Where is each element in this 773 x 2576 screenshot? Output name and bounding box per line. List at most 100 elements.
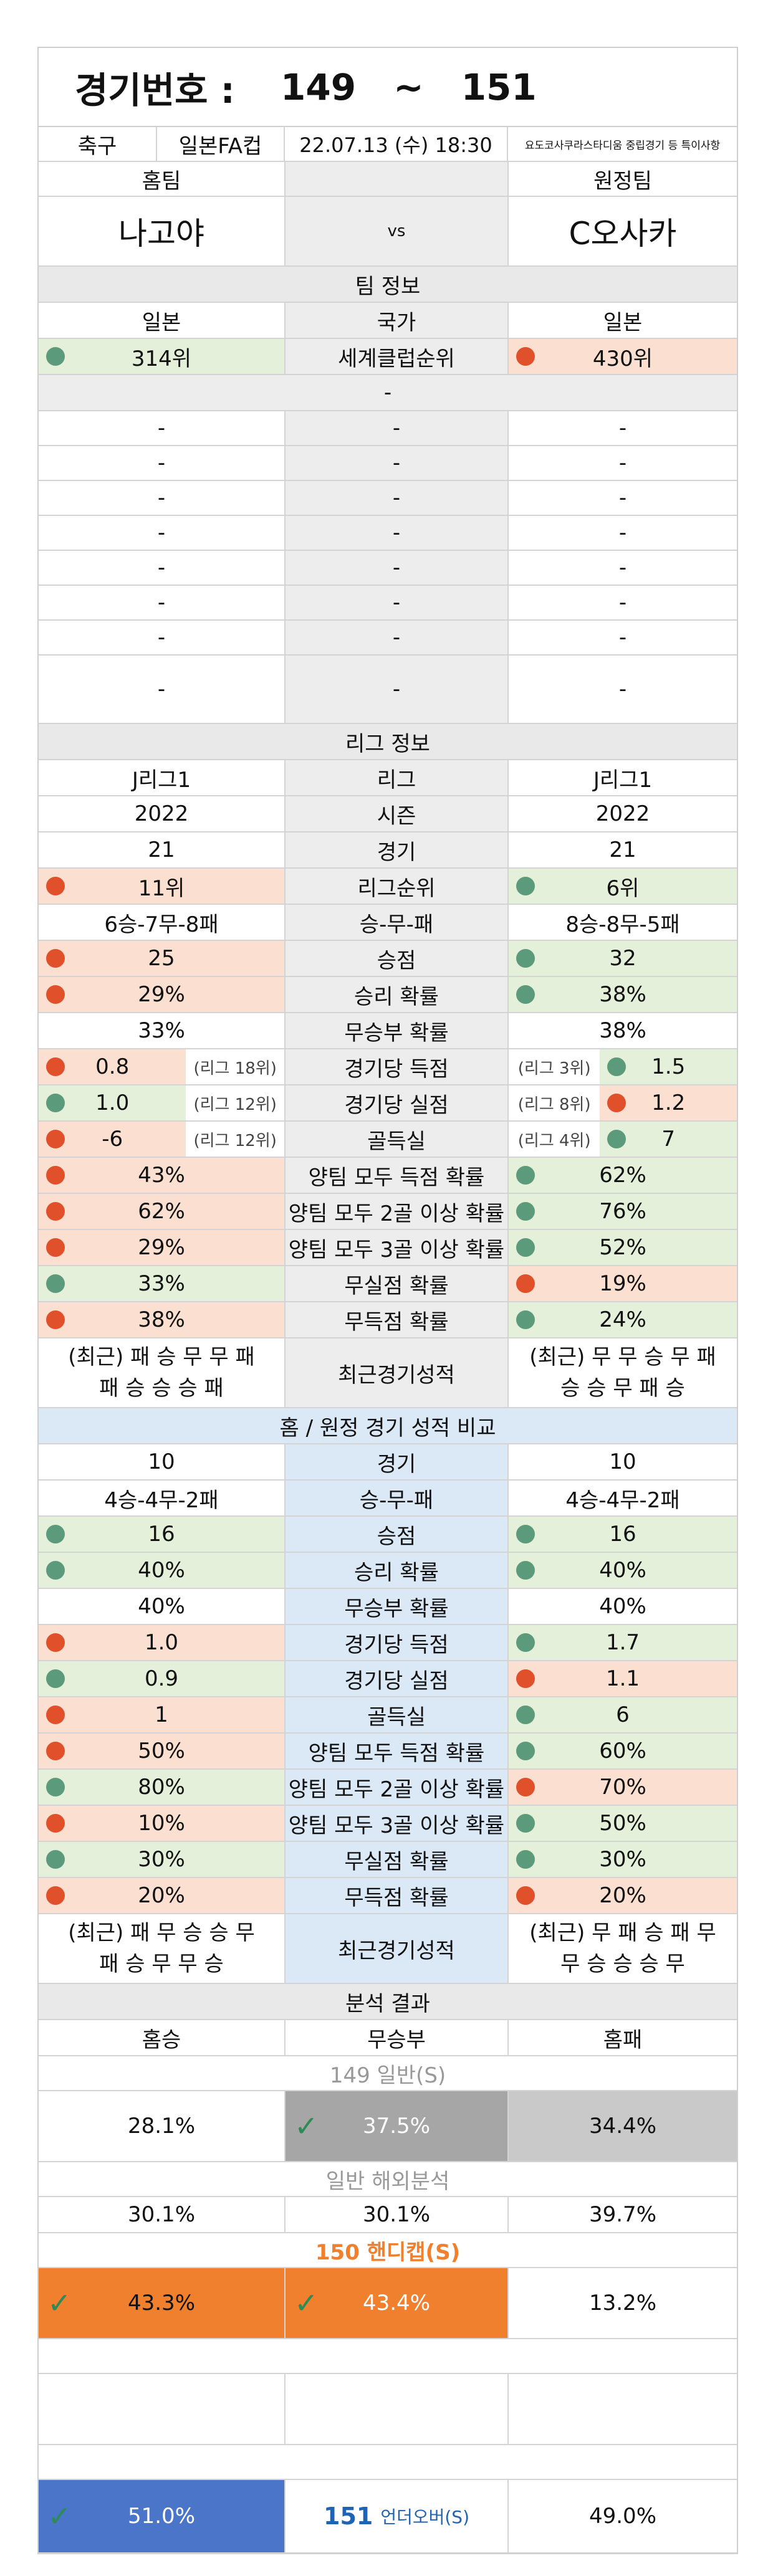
team-names-row: 나고야 vs C오사카 bbox=[39, 197, 737, 267]
away-league-value: 21 bbox=[509, 832, 737, 867]
home-value-text: 16 bbox=[148, 1522, 175, 1547]
league-row: 0.8 (리그 18위) 경기당 득점 (리그 3위) 1.5 bbox=[39, 1049, 737, 1085]
home-value-text: 62% bbox=[138, 1199, 185, 1224]
home-compare-value: 0.9 bbox=[39, 1661, 286, 1696]
world-rank-label: 세계클럽순위 bbox=[286, 339, 509, 374]
team-info-dash-row: --- bbox=[39, 446, 737, 481]
away-compare-value: 20% bbox=[509, 1878, 737, 1913]
compare-row: 20% 무득점 확률 20% bbox=[39, 1878, 737, 1914]
check-icon: ✓ bbox=[294, 2286, 319, 2320]
negative-indicator-icon bbox=[516, 1274, 535, 1293]
home-value-text: 25 bbox=[148, 946, 175, 971]
negative-indicator-icon bbox=[46, 1166, 65, 1185]
compare-stat-label: 무실점 확률 bbox=[286, 1842, 509, 1877]
compare-stat-label: 경기 bbox=[286, 1444, 509, 1479]
negative-indicator-icon bbox=[46, 1814, 65, 1833]
dash-cell-home: - bbox=[39, 446, 286, 480]
positive-indicator-icon bbox=[607, 1130, 627, 1148]
away-value-text: 52% bbox=[599, 1235, 646, 1260]
away-value: 7 bbox=[600, 1122, 737, 1157]
home-value-text: 0.9 bbox=[144, 1666, 179, 1691]
away-value-text: 19% bbox=[599, 1271, 646, 1296]
positive-indicator-icon bbox=[516, 1814, 535, 1833]
match-number-tilde: ~ bbox=[393, 65, 424, 108]
team-info-dash-row: --- bbox=[39, 481, 737, 516]
home-compare-value: 40% bbox=[39, 1589, 286, 1624]
compare-title: 홈 / 원정 경기 성적 비교 bbox=[39, 1408, 737, 1444]
home-league-rank-note: (리그 12위) bbox=[193, 1131, 277, 1150]
recent-form-label: 최근경기성적 bbox=[286, 1338, 509, 1407]
dash-cell-away: - bbox=[618, 451, 627, 475]
home-compare-value: 10 bbox=[39, 1444, 286, 1479]
positive-indicator-icon bbox=[46, 1274, 65, 1293]
league-stat-label: 경기 bbox=[286, 832, 509, 867]
league-row: -6 (리그 12위) 골득실 (리그 4위) 7 bbox=[39, 1122, 737, 1158]
match-number-header: 경기번호 : 149 ~ 151 bbox=[39, 48, 737, 127]
under-over-row: ✓ 51.0% 151 언더오버(S) 49.0% bbox=[39, 2480, 737, 2554]
dash-cell-home: - bbox=[39, 586, 286, 619]
negative-indicator-icon bbox=[607, 1094, 627, 1112]
compare-row: 40% 승리 확률 40% bbox=[39, 1553, 737, 1589]
home-league-value: 29% bbox=[39, 977, 286, 1012]
overseas-home: 30.1% bbox=[39, 2197, 286, 2232]
overseas-draw: 30.1% bbox=[286, 2197, 509, 2232]
compare-row: 50% 양팀 모두 득점 확률 60% bbox=[39, 1734, 737, 1770]
country-row: 일본 국가 일본 bbox=[39, 303, 737, 339]
away-value-text: 6 bbox=[616, 1702, 630, 1727]
league-stat-label: 승점 bbox=[286, 941, 509, 976]
home-compare-value: 20% bbox=[39, 1878, 286, 1913]
compare-row: 10 경기 10 bbox=[39, 1444, 737, 1481]
away-value-text: 6위 bbox=[606, 875, 640, 901]
vs-spacer bbox=[286, 162, 509, 196]
home-value-text: 20% bbox=[138, 1883, 185, 1908]
league-row: 29% 양팀 모두 3골 이상 확률 52% bbox=[39, 1230, 737, 1266]
dash-cell-away: - bbox=[618, 416, 627, 441]
negative-indicator-icon bbox=[46, 1202, 65, 1221]
away-compare-value: 40% bbox=[509, 1589, 737, 1624]
league-stat-label: 무득점 확률 bbox=[286, 1302, 509, 1337]
positive-indicator-icon bbox=[516, 1310, 535, 1329]
league-row: 38% 무득점 확률 24% bbox=[39, 1302, 737, 1338]
league-row: J리그1 리그 J리그1 bbox=[39, 760, 737, 796]
dash-cell-label: - bbox=[286, 446, 509, 480]
compare-row: 1 골득실 6 bbox=[39, 1697, 737, 1734]
compare-row: 4승-4무-2패 승-무-패 4승-4무-2패 bbox=[39, 1481, 737, 1517]
home-value-text: J리그1 bbox=[132, 767, 191, 793]
compare-stat-label: 무득점 확률 bbox=[286, 1878, 509, 1913]
league-stat-label: 양팀 모두 득점 확률 bbox=[286, 1158, 509, 1193]
league-stat-label: 무실점 확률 bbox=[286, 1266, 509, 1301]
negative-indicator-icon bbox=[46, 1633, 65, 1652]
dash-cell-away: - bbox=[618, 625, 627, 650]
home-value-text: 43% bbox=[138, 1163, 185, 1188]
away-compare-value: 1.7 bbox=[509, 1625, 737, 1660]
away-league-value: 24% bbox=[509, 1302, 737, 1337]
home-compare-value: 50% bbox=[39, 1734, 286, 1768]
handicap-away: 13.2% bbox=[588, 2291, 656, 2316]
away-value-text: 38% bbox=[599, 1018, 646, 1043]
match-number-from: 149 bbox=[281, 65, 357, 108]
col-draw: 무승부 bbox=[286, 2020, 509, 2055]
negative-indicator-icon bbox=[46, 1742, 65, 1760]
home-league-value: 6승-7무-8패 bbox=[39, 905, 286, 940]
negative-indicator-icon bbox=[46, 1705, 65, 1724]
handicap-title: 150 핸디캡(S) bbox=[39, 2233, 737, 2268]
team-info-title: 팀 정보 bbox=[39, 267, 737, 303]
home-league-value: 2022 bbox=[39, 796, 286, 831]
overseas-away: 39.7% bbox=[588, 2202, 656, 2227]
dash-cell-label: - bbox=[286, 586, 509, 619]
dash-cell-label: - bbox=[286, 411, 509, 445]
away-value-text: 4승-4무-2패 bbox=[565, 1487, 680, 1513]
home-value-text: 40% bbox=[138, 1594, 185, 1619]
home-split: 1.0 (리그 12위) bbox=[39, 1085, 284, 1120]
match-card: 경기번호 : 149 ~ 151 축구 일본FA컵 22.07.13 (수) 1… bbox=[37, 47, 738, 2554]
positive-indicator-icon bbox=[516, 1561, 535, 1580]
league-stat-label: 양팀 모두 2골 이상 확률 bbox=[286, 1194, 509, 1229]
general-home: 28.1% bbox=[39, 2091, 286, 2161]
dash-cell-away: - bbox=[618, 590, 627, 615]
team-labels-row: 홈팀 원정팀 bbox=[39, 162, 737, 197]
team-info-dash-row: --- bbox=[39, 411, 737, 446]
negative-indicator-icon bbox=[46, 949, 65, 968]
away-league-value: (리그 8위) 1.2 bbox=[509, 1085, 737, 1120]
